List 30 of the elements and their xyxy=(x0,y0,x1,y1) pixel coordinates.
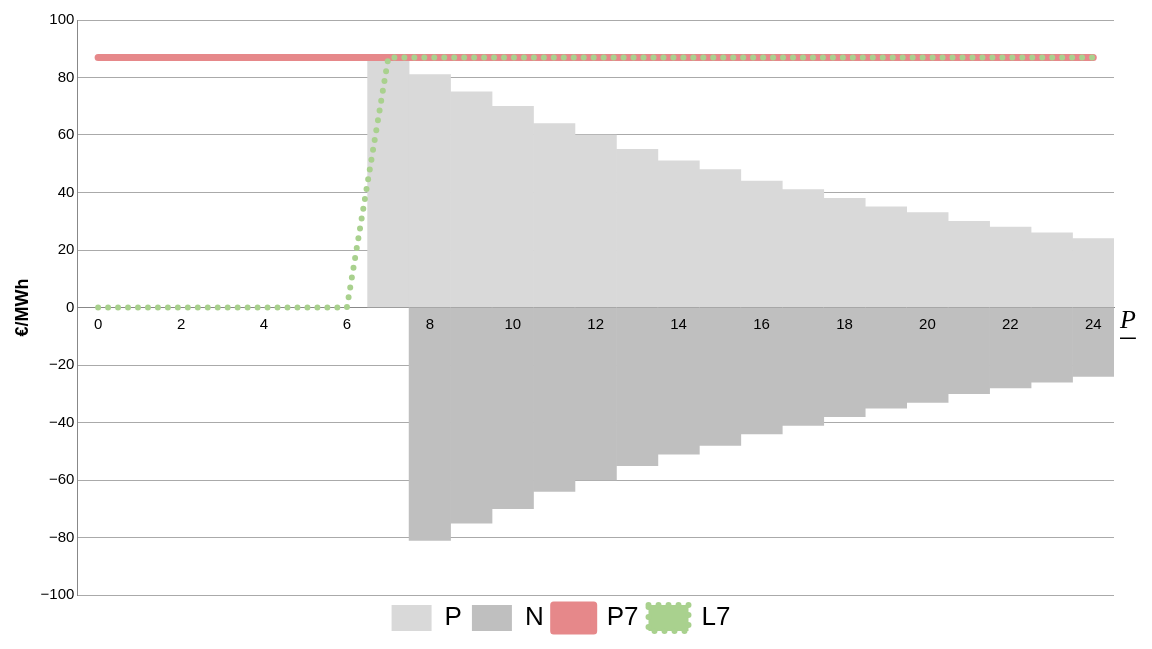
x-tick-label: 4 xyxy=(259,315,269,333)
y-tick-label: 40 xyxy=(57,182,75,200)
y-tick-label: 60 xyxy=(57,125,75,143)
x-tick-label: 14 xyxy=(670,315,687,333)
y-tick-label: −20 xyxy=(48,355,75,373)
x-tick-label: 22 xyxy=(1001,315,1019,333)
x-tick-label: 16 xyxy=(753,315,770,333)
legend-label: L7 xyxy=(701,601,731,632)
x-tick-label: 2 xyxy=(176,315,186,333)
x-tick-label: 18 xyxy=(836,315,853,333)
y-tick-label: 20 xyxy=(57,240,75,258)
x-tick-label: 6 xyxy=(342,315,352,333)
y-tick-label: −40 xyxy=(48,412,75,430)
x-tick-label: 20 xyxy=(919,315,936,333)
x-tick-label: 8 xyxy=(425,315,435,333)
legend-label: N xyxy=(524,601,544,632)
x-tick-label: 12 xyxy=(587,315,605,333)
y-tick-label: −80 xyxy=(48,527,75,545)
legend-label: P7 xyxy=(606,601,639,632)
y-tick-label: 80 xyxy=(57,67,75,85)
y-tick-label: 0 xyxy=(66,297,75,315)
y-tick-label: 100 xyxy=(49,10,75,28)
x-tick-label: 24 xyxy=(1084,315,1102,333)
x-axis-title: P xyxy=(1119,305,1136,335)
legend-label: P xyxy=(444,601,462,632)
y-axis-title: €/MWh xyxy=(11,278,32,337)
y-tick-label: −60 xyxy=(48,470,75,488)
x-tick-label: 0 xyxy=(93,315,103,333)
y-tick-label: −100 xyxy=(40,585,75,603)
x-tick-label: 10 xyxy=(504,315,522,333)
